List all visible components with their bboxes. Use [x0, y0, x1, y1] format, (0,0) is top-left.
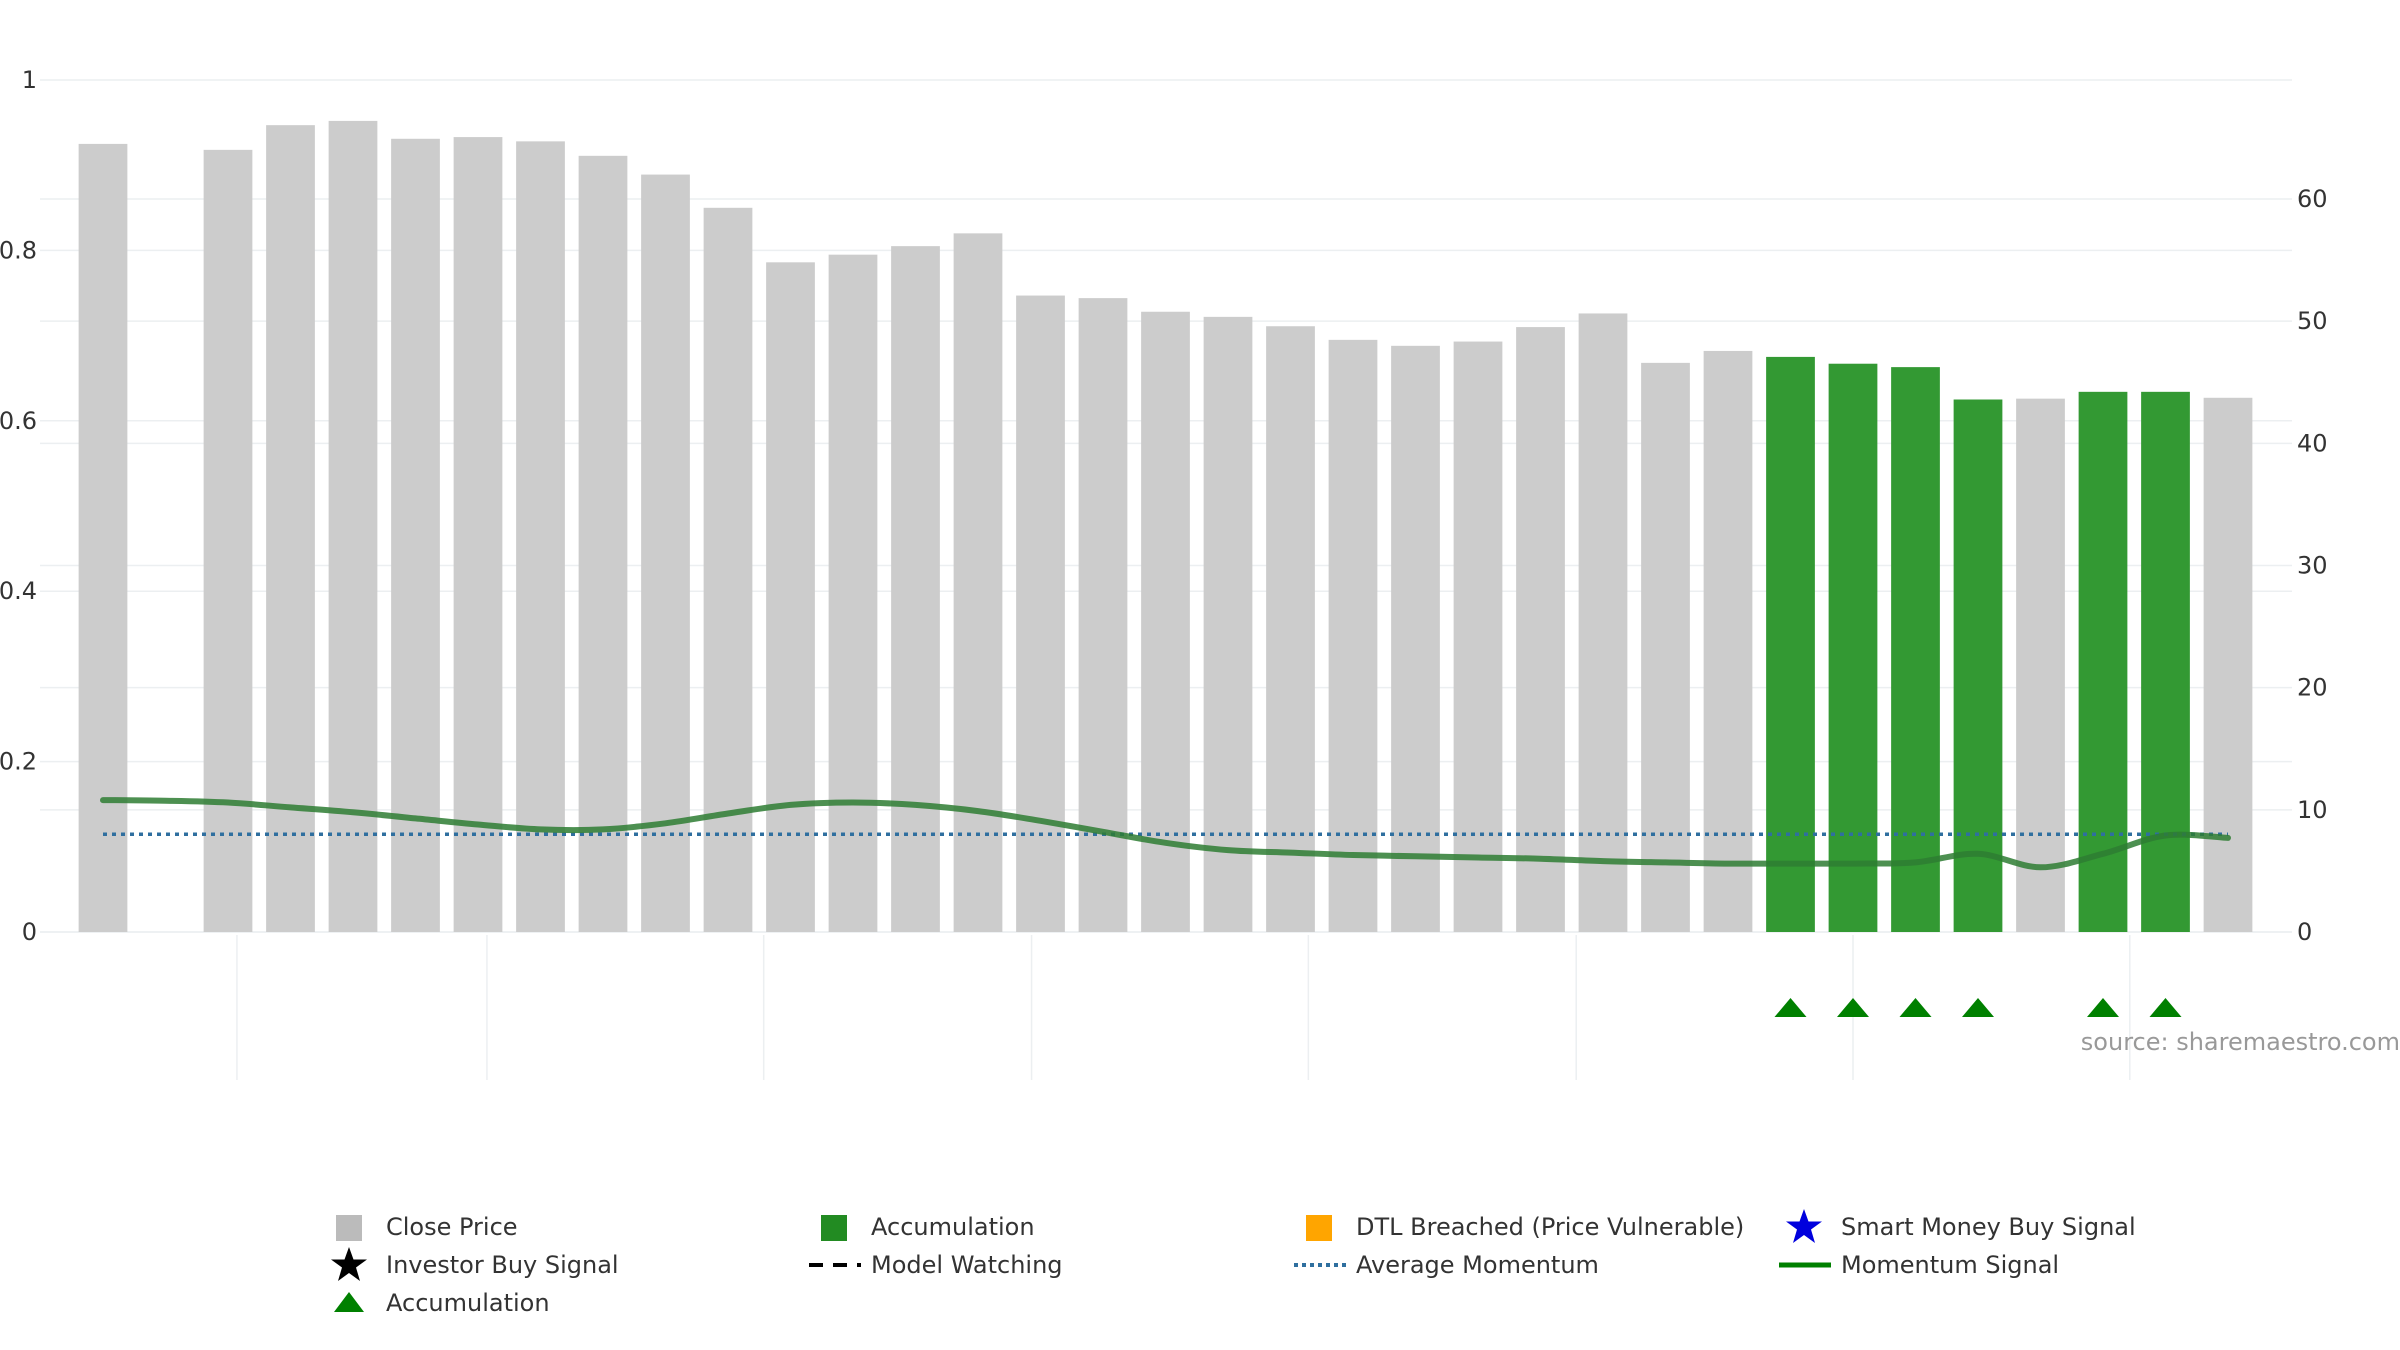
- close-price-bar: [1203, 316, 1253, 933]
- legend-item-accumulation-marker: Accumulation: [320, 1284, 550, 1322]
- black-dashed-line-icon: [805, 1246, 861, 1284]
- black-star-icon: [320, 1246, 376, 1284]
- chart: Feb 2025Mar 2025Apr 2025May 2025Jun 2025…: [0, 66, 2400, 1080]
- accumulation-marker: [1962, 998, 1994, 1017]
- green-triangle-icon: [320, 1284, 376, 1322]
- gray-square-icon: [320, 1208, 376, 1246]
- y-left-tick-label: 1: [22, 66, 37, 94]
- accumulation-bar: [2141, 391, 2190, 932]
- accumulation-bar: [1766, 356, 1815, 932]
- close-price-bar: [391, 138, 440, 933]
- close-price-bar: [1141, 311, 1190, 932]
- legend-item-accumulation: Accumulation: [805, 1208, 1035, 1246]
- accumulation-marker: [2087, 998, 2119, 1017]
- blue-star-icon: [1775, 1208, 1831, 1246]
- accumulation-bar: [1828, 363, 1878, 932]
- y-right-tick-label: 10: [2297, 796, 2328, 824]
- close-price-bar: [1266, 326, 1315, 932]
- y-right-tick-label: 50: [2297, 307, 2328, 335]
- close-price-bar: [266, 125, 315, 932]
- close-price-bar: [203, 149, 253, 932]
- y-left-tick-label: 0.8: [0, 236, 37, 264]
- y-left-tick-label: 0.2: [0, 748, 37, 776]
- close-price-bar: [953, 233, 1003, 933]
- y-right-tick-label: 40: [2297, 429, 2328, 457]
- close-price-bar: [1328, 339, 1378, 932]
- accumulation-bar: [2078, 391, 2128, 932]
- green-line-icon: [1775, 1246, 1831, 1284]
- close-price-bar: [578, 155, 628, 932]
- legend: Close Price Accumulation DTL Breached (P…: [320, 1208, 2220, 1328]
- close-price-bar: [641, 174, 690, 932]
- green-square-icon: [805, 1208, 861, 1246]
- legend-item-close-price: Close Price: [320, 1208, 518, 1246]
- close-price-bar: [1016, 295, 1065, 932]
- axes: Feb 2025Mar 2025Apr 2025May 2025Jun 2025…: [0, 66, 2328, 946]
- bars: [78, 120, 2253, 933]
- close-price-bar: [1391, 345, 1440, 933]
- legend-item-investor-buy: Investor Buy Signal: [320, 1246, 619, 1284]
- accumulation-marker: [2149, 998, 2182, 1017]
- y-right-tick-label: 20: [2297, 674, 2328, 702]
- accumulation-bar: [1953, 399, 2003, 932]
- y-left-tick-label: 0: [22, 918, 37, 946]
- y-right-tick-label: 0: [2297, 918, 2312, 946]
- close-price-bar: [1703, 350, 1753, 932]
- accumulation-bar: [1891, 367, 1940, 932]
- close-price-bar: [516, 141, 565, 932]
- accumulation-marker: [1899, 998, 1932, 1017]
- close-price-bar: [1578, 313, 1628, 932]
- close-price-bar: [828, 254, 878, 932]
- close-price-bar: [1453, 341, 1503, 933]
- source-text: source: sharemaestro.com: [2081, 1028, 2400, 1056]
- y-left-tick-label: 0.4: [0, 577, 37, 605]
- blue-dotted-line-icon: [1290, 1246, 1346, 1284]
- close-price-bar: [1516, 327, 1565, 933]
- y-right-tick-label: 60: [2297, 185, 2328, 213]
- close-price-bar: [1641, 362, 1690, 932]
- close-price-bar: [891, 246, 940, 932]
- accumulation-marker: [1837, 998, 1869, 1017]
- close-price-bar: [766, 262, 815, 932]
- accumulation-marker: [1774, 998, 1807, 1017]
- legend-item-dtl-breached: DTL Breached (Price Vulnerable): [1290, 1208, 1744, 1246]
- close-price-bar: [453, 137, 503, 933]
- momentum-signal-line: [100, 797, 2231, 871]
- close-price-bar: [2203, 397, 2253, 932]
- legend-item-smart-money: Smart Money Buy Signal: [1775, 1208, 2136, 1246]
- lines: [100, 797, 2231, 871]
- legend-item-average-momentum: Average Momentum: [1290, 1246, 1599, 1284]
- y-right-tick-label: 30: [2297, 552, 2328, 580]
- close-price-bar: [703, 207, 753, 933]
- orange-square-icon: [1290, 1208, 1346, 1246]
- close-price-bar: [328, 120, 378, 933]
- legend-item-model-watching: Model Watching: [805, 1246, 1063, 1284]
- y-left-tick-label: 0.6: [0, 407, 37, 435]
- close-price-bar: [2016, 398, 2065, 932]
- close-price-bar: [78, 143, 128, 932]
- markers: [1774, 998, 2182, 1017]
- legend-item-momentum-signal: Momentum Signal: [1775, 1246, 2059, 1284]
